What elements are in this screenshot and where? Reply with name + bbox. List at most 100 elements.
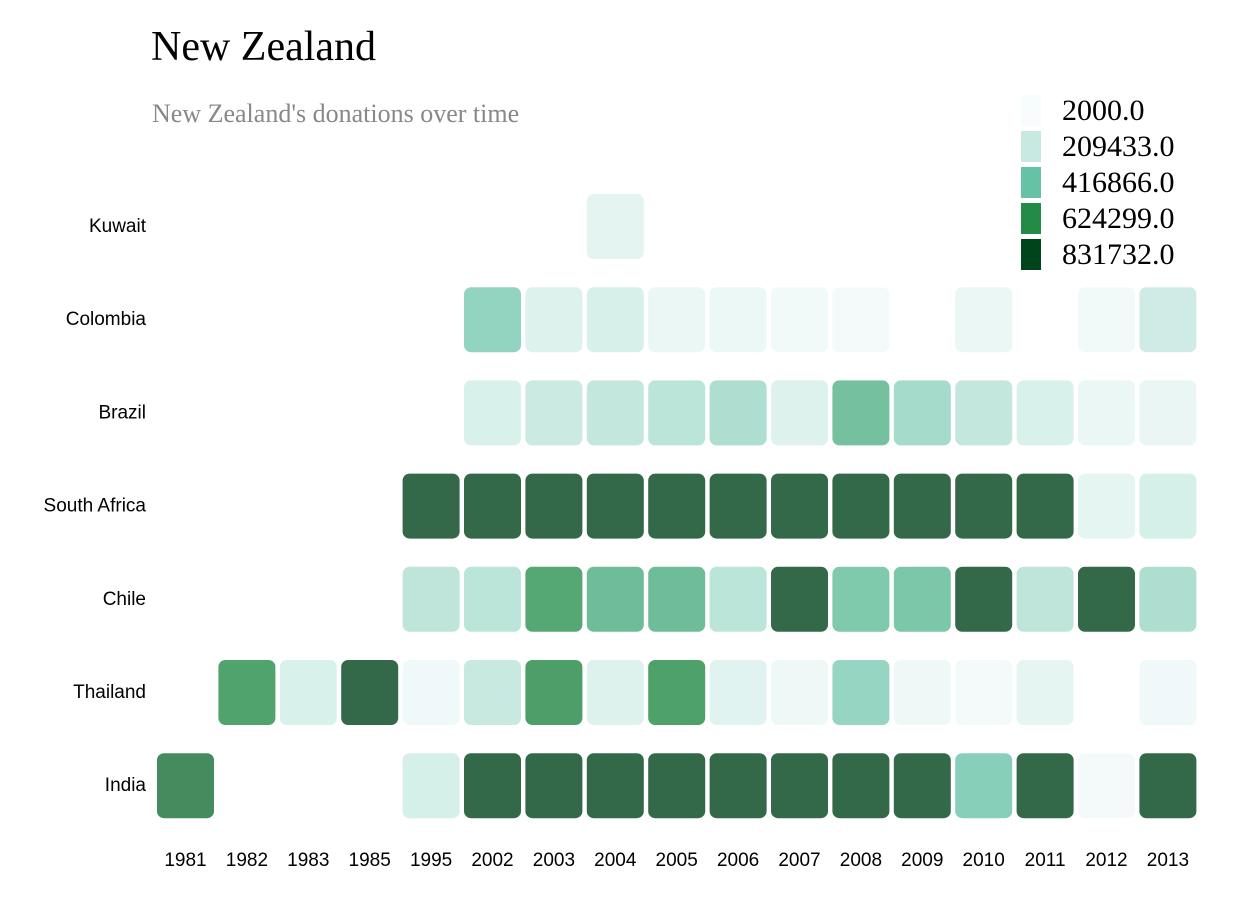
- cell-colombia-2003[interactable]: [525, 287, 583, 353]
- cell-colombia-2010[interactable]: [955, 287, 1013, 353]
- cell-colombia-2006[interactable]: [709, 287, 767, 353]
- cell-chile-2007[interactable]: [771, 566, 828, 632]
- cell-thailand-1982[interactable]: [218, 660, 276, 725]
- cell-india-1981[interactable]: [157, 753, 214, 819]
- cell-india-2009[interactable]: [893, 753, 951, 819]
- cell-brazil-2002[interactable]: [464, 380, 521, 446]
- cell-brazil-2005[interactable]: [648, 380, 706, 446]
- cell-chile-2002[interactable]: [464, 566, 521, 632]
- cell-south-africa-2002[interactable]: [464, 473, 521, 539]
- cell-south-africa-1995[interactable]: [402, 473, 460, 539]
- cell-brazil-2007[interactable]: [771, 380, 828, 446]
- column-label-2002: 2002: [471, 850, 513, 871]
- cell-chile-2010[interactable]: [955, 566, 1013, 632]
- legend-swatch-1: [1021, 131, 1041, 162]
- legend-swatch-3: [1021, 203, 1041, 234]
- row-label-india: India: [105, 775, 147, 796]
- chart-title: New Zealand: [151, 24, 377, 70]
- cell-brazil-2013[interactable]: [1139, 380, 1197, 446]
- cell-thailand-2011[interactable]: [1016, 660, 1074, 725]
- cell-brazil-2004[interactable]: [586, 380, 644, 446]
- cell-south-africa-2008[interactable]: [832, 473, 890, 539]
- cell-india-2011[interactable]: [1016, 753, 1074, 819]
- cell-thailand-2007[interactable]: [771, 660, 828, 725]
- cell-thailand-2008[interactable]: [832, 660, 890, 725]
- cell-brazil-2009[interactable]: [893, 380, 951, 446]
- cell-india-2005[interactable]: [648, 753, 706, 819]
- row-label-thailand: Thailand: [73, 682, 146, 703]
- cell-colombia-2002[interactable]: [464, 287, 521, 353]
- cell-chile-2013[interactable]: [1139, 566, 1197, 632]
- cell-colombia-2013[interactable]: [1139, 287, 1197, 353]
- cell-thailand-2009[interactable]: [893, 660, 951, 725]
- cell-south-africa-2009[interactable]: [893, 473, 951, 539]
- cell-thailand-2013[interactable]: [1139, 660, 1197, 725]
- cell-south-africa-2004[interactable]: [586, 473, 644, 539]
- column-label-2004: 2004: [594, 850, 637, 871]
- cell-brazil-2006[interactable]: [709, 380, 767, 446]
- cell-colombia-2007[interactable]: [771, 287, 828, 353]
- cell-brazil-2012[interactable]: [1078, 380, 1135, 446]
- cell-south-africa-2011[interactable]: [1016, 473, 1074, 539]
- cell-india-2012[interactable]: [1078, 753, 1135, 819]
- column-label-1985: 1985: [349, 850, 391, 871]
- row-labels: Kuwait Colombia Brazil South Africa Chile Tha…: [44, 216, 147, 796]
- cell-chile-2004[interactable]: [586, 566, 644, 632]
- cell-colombia-2012[interactable]: [1078, 287, 1135, 353]
- column-label-2009: 2009: [901, 850, 943, 871]
- cell-chile-2006[interactable]: [709, 566, 767, 632]
- legend-label-0: 2000.0: [1062, 94, 1145, 127]
- cell-india-2007[interactable]: [771, 753, 828, 819]
- cell-chile-2012[interactable]: [1078, 566, 1135, 632]
- legend-label-1: 209433.0: [1062, 130, 1175, 163]
- cell-south-africa-2010[interactable]: [955, 473, 1013, 539]
- column-label-2007: 2007: [778, 850, 820, 871]
- cell-thailand-2004[interactable]: [586, 660, 644, 725]
- cell-thailand-2003[interactable]: [525, 660, 583, 725]
- legend-label-4: 831732.0: [1062, 238, 1175, 271]
- cell-chile-2008[interactable]: [832, 566, 890, 632]
- cell-chile-2005[interactable]: [648, 566, 706, 632]
- row-label-brazil: Brazil: [98, 402, 146, 423]
- cell-thailand-2006[interactable]: [709, 660, 767, 725]
- cell-india-2002[interactable]: [464, 753, 521, 819]
- cell-india-1995[interactable]: [402, 753, 460, 819]
- cell-south-africa-2006[interactable]: [709, 473, 767, 539]
- legend-swatch-4: [1021, 239, 1041, 270]
- column-label-2003: 2003: [533, 850, 575, 871]
- cell-brazil-2003[interactable]: [525, 380, 583, 446]
- column-label-2005: 2005: [656, 850, 698, 871]
- cell-chile-2003[interactable]: [525, 566, 583, 632]
- cell-brazil-2010[interactable]: [955, 380, 1013, 446]
- cell-south-africa-2007[interactable]: [771, 473, 828, 539]
- cell-india-2013[interactable]: [1139, 753, 1197, 819]
- cell-brazil-2011[interactable]: [1016, 380, 1074, 446]
- column-label-2008: 2008: [840, 850, 882, 871]
- cell-india-2004[interactable]: [586, 753, 644, 819]
- cell-thailand-1985[interactable]: [341, 660, 399, 725]
- cell-india-2006[interactable]: [709, 753, 767, 819]
- cell-thailand-1983[interactable]: [279, 660, 337, 725]
- cell-colombia-2004[interactable]: [586, 287, 644, 353]
- cell-thailand-1995[interactable]: [402, 660, 460, 725]
- cell-south-africa-2012[interactable]: [1078, 473, 1135, 539]
- cell-colombia-2008[interactable]: [832, 287, 890, 353]
- cell-india-2010[interactable]: [955, 753, 1013, 819]
- cell-south-africa-2013[interactable]: [1139, 473, 1197, 539]
- cell-india-2003[interactable]: [525, 753, 583, 819]
- cell-chile-1995[interactable]: [402, 566, 460, 632]
- cell-south-africa-2005[interactable]: [648, 473, 706, 539]
- heatmap-cells: [157, 194, 1197, 819]
- cell-india-2008[interactable]: [832, 753, 890, 819]
- row-label-south-africa: South Africa: [44, 496, 147, 517]
- cell-brazil-2008[interactable]: [832, 380, 890, 446]
- cell-chile-2009[interactable]: [893, 566, 951, 632]
- cell-kuwait-2004[interactable]: [586, 194, 644, 259]
- cell-thailand-2005[interactable]: [648, 660, 706, 725]
- cell-thailand-2002[interactable]: [464, 660, 521, 725]
- cell-colombia-2005[interactable]: [648, 287, 706, 353]
- cell-thailand-2010[interactable]: [955, 660, 1013, 725]
- cell-south-africa-2003[interactable]: [525, 473, 583, 539]
- cell-chile-2011[interactable]: [1016, 566, 1074, 632]
